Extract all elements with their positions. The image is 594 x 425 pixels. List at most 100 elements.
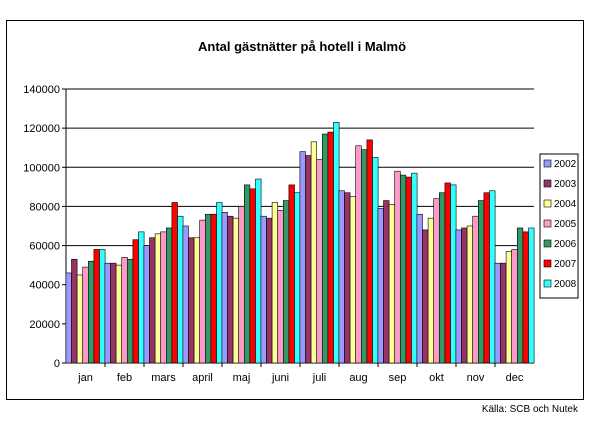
x-tick-label: juni [271,372,289,384]
bar-2007-nov [483,192,490,364]
chart-title: Antal gästnätter på hotell i Malmö [198,39,406,54]
y-tick-label: 60000 [29,241,60,253]
x-tick-label: dec [506,372,524,384]
bar-2007-maj [249,188,256,364]
bar-2003-mars [149,237,156,364]
bar-2003-maj [227,215,234,364]
bar-2006-juli [321,133,329,364]
x-tick-label: jan [77,372,93,384]
bar-2004-sep [388,204,396,364]
x-tick-label: aug [349,372,367,384]
bar-2006-april [205,213,212,364]
y-tick-label: 20000 [29,319,60,331]
y-tick-label: 120000 [23,123,60,135]
bar-2005-aug [355,145,362,364]
bar-2002-aug [338,190,345,364]
bar-2007-juli [327,131,334,364]
bar-2008-aug [372,157,379,364]
x-tick-label: feb [117,372,132,384]
legend-label-2008: 2008 [554,279,577,290]
bar-2004-jan [76,274,83,364]
bar-2007-juni [288,184,295,364]
bar-2002-april [182,225,189,364]
bar-2004-aug [349,196,357,364]
bar-2006-okt [438,192,446,364]
bar-2006-mars [166,227,173,364]
chart-frame: Antal gästnätter på hotell i Malmö 0 20000… [6,20,584,400]
legend-swatch-2003 [543,179,552,188]
bar-2003-juni [266,217,273,364]
bar-2008-feb [138,231,145,364]
bar-2005-juni [277,210,284,364]
bar-2005-mars [160,231,167,364]
legend-swatch-2005 [543,219,552,228]
legend-swatch-2004 [543,199,552,208]
bar-2004-dec [505,251,513,364]
bar-2005-nov [472,215,479,364]
x-tick-label: mars [151,372,176,384]
y-tick-label: 0 [54,358,60,370]
legend-swatch-2007 [543,259,552,268]
bar-2002-mars [143,245,150,364]
bar-2008-dec [528,227,535,364]
bar-2005-april [199,219,206,364]
bar-2007-okt [444,182,451,364]
x-tick-label: sep [389,372,407,384]
bar-2008-okt [450,184,457,364]
bar-2005-jan [82,266,89,364]
bar-2004-okt [427,217,435,364]
legend-swatch-2002 [543,159,552,168]
bar-2003-juli [305,155,312,364]
legend-label-2004: 2004 [554,199,577,210]
bar-2006-juni [282,200,290,364]
bar-2004-mars [154,233,162,364]
bar-2006-maj [244,184,251,364]
bar-2003-nov [461,227,468,364]
bar-2004-juli [310,141,318,364]
bar-2004-juni [271,202,279,364]
legend-swatch-2008 [543,279,552,288]
bar-2008-juli [333,121,340,364]
bar-2003-sep [383,200,390,364]
legend-label-2003: 2003 [554,179,577,190]
bar-2006-aug [360,149,368,364]
bar-2002-nov [455,229,462,364]
bar-2007-mars [171,202,178,364]
bar-2002-dec [494,262,501,364]
bar-2003-april [188,237,195,364]
legend-label-2006: 2006 [554,239,577,250]
legend-swatch-2006 [543,239,552,248]
x-tick-label: april [192,372,213,384]
bar-2008-maj [255,178,262,364]
bar-2005-sep [394,170,401,364]
x-tick-label: maj [233,372,251,384]
legend-label-2007: 2007 [554,259,577,270]
bar-2003-feb [110,262,117,364]
bar-2008-sep [411,172,418,364]
x-tick-label: juli [312,372,326,384]
bar-2003-jan [71,258,78,364]
y-tick-label: 140000 [23,84,60,96]
bar-2004-maj [232,217,240,364]
x-tick-label: nov [467,372,485,384]
bar-2007-dec [522,231,529,364]
bar-2004-feb [115,264,122,364]
bar-2002-juli [299,151,306,364]
bar-2007-sep [405,176,412,364]
bar-2006-jan [88,260,95,364]
bar-2005-okt [433,198,440,364]
bar-2005-juli [316,159,323,364]
bar-2006-dec [516,227,524,364]
bar-2006-feb [127,258,134,364]
bar-2008-april [216,202,223,364]
chart-svg: Antal gästnätter på hotell i Malmö 0 20000… [23,39,579,384]
bar-2007-feb [132,239,139,364]
bar-2002-jan [65,272,72,364]
bar-2007-jan [93,249,100,364]
x-tick-label: okt [429,372,444,384]
bar-2007-april [210,213,217,364]
bar-2003-dec [500,262,507,364]
bar-2008-jan [99,249,106,364]
bar-2002-sep [377,208,384,364]
bar-2005-feb [121,257,128,364]
